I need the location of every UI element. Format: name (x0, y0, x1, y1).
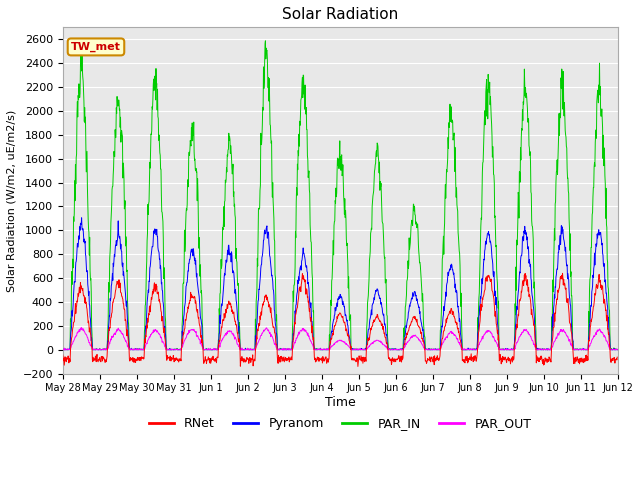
Legend: RNet, Pyranom, PAR_IN, PAR_OUT: RNet, Pyranom, PAR_IN, PAR_OUT (144, 412, 536, 435)
Text: TW_met: TW_met (71, 42, 121, 52)
Title: Solar Radiation: Solar Radiation (282, 7, 398, 22)
X-axis label: Time: Time (324, 396, 356, 409)
Y-axis label: Solar Radiation (W/m2, uE/m2/s): Solar Radiation (W/m2, uE/m2/s) (7, 109, 17, 291)
